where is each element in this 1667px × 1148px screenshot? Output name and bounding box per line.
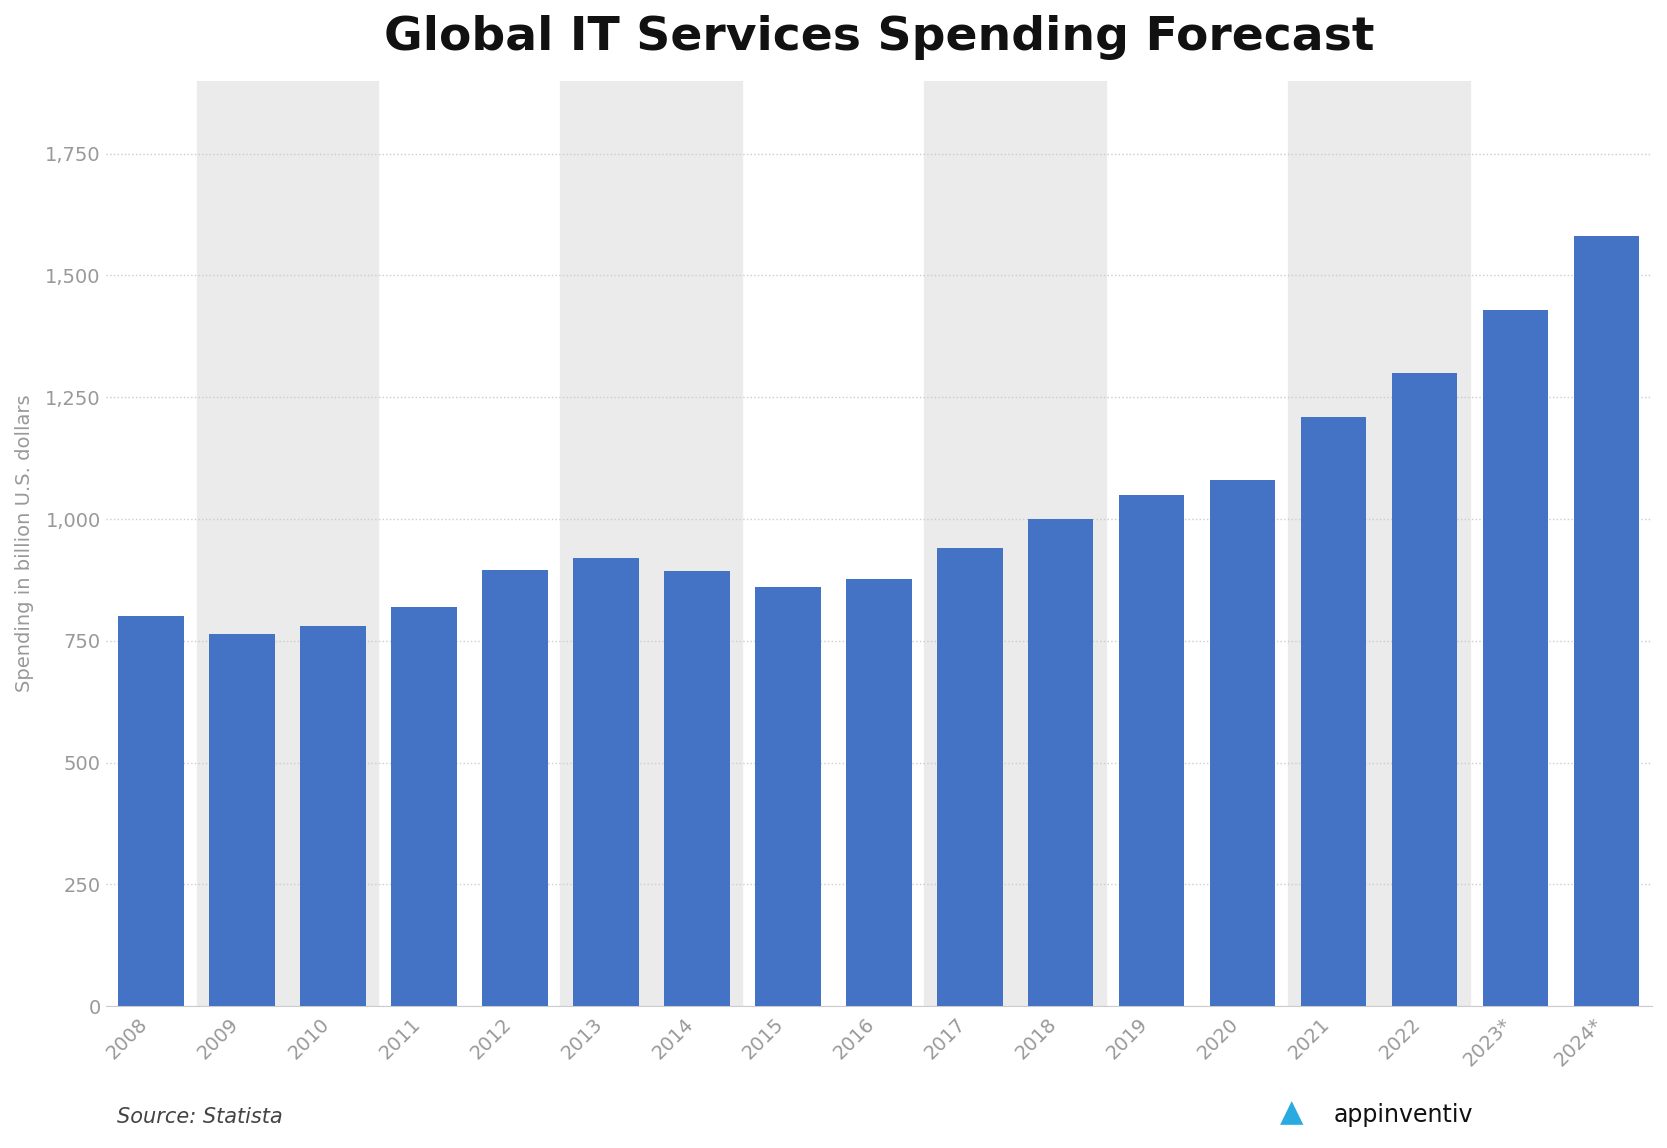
Bar: [1300, 417, 1367, 1006]
Bar: [118, 616, 183, 1006]
Bar: [1574, 236, 1639, 1006]
Bar: [1119, 495, 1185, 1006]
Bar: [663, 572, 730, 1006]
Bar: [573, 558, 638, 1006]
Bar: [482, 569, 548, 1006]
Bar: [924, 80, 1107, 1006]
Bar: [1484, 310, 1549, 1006]
Y-axis label: Spending in billion U.S. dollars: Spending in billion U.S. dollars: [15, 395, 33, 692]
Bar: [1210, 480, 1275, 1006]
Bar: [937, 549, 1002, 1006]
Bar: [300, 626, 365, 1006]
Text: appinventiv: appinventiv: [1334, 1103, 1474, 1127]
Bar: [755, 587, 820, 1006]
Text: ▲: ▲: [1280, 1099, 1304, 1127]
Bar: [560, 80, 742, 1006]
Bar: [392, 606, 457, 1006]
Bar: [197, 80, 378, 1006]
Bar: [1029, 519, 1094, 1006]
Text: Source: Statista: Source: Statista: [117, 1108, 282, 1127]
Title: Global IT Services Spending Forecast: Global IT Services Spending Forecast: [383, 15, 1374, 60]
Bar: [210, 635, 275, 1006]
Bar: [1392, 373, 1457, 1006]
Bar: [847, 580, 912, 1006]
Bar: [1289, 80, 1470, 1006]
